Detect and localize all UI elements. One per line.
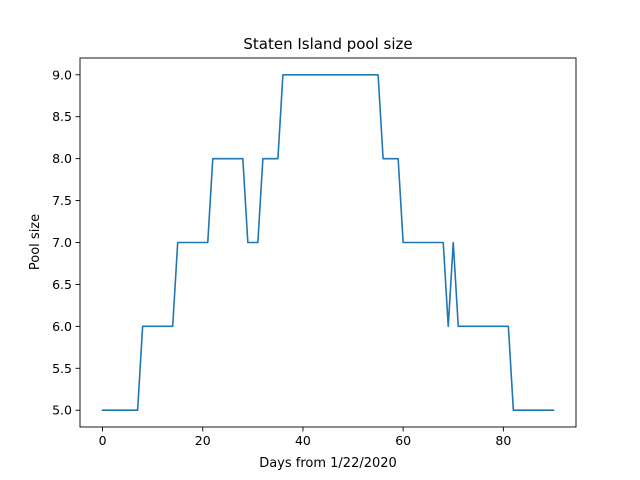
x-tick-label: 20 bbox=[195, 433, 211, 448]
y-tick-label: 7.0 bbox=[52, 235, 72, 250]
x-tick-label: 60 bbox=[395, 433, 411, 448]
y-tick-label: 9.0 bbox=[52, 67, 72, 82]
x-tick-label: 80 bbox=[495, 433, 511, 448]
y-tick-label: 6.0 bbox=[52, 319, 72, 334]
y-tick-label: 5.0 bbox=[52, 403, 72, 418]
series-line-0 bbox=[101, 73, 555, 412]
y-tick-label: 5.5 bbox=[52, 361, 72, 376]
y-tick-label: 6.5 bbox=[52, 277, 72, 292]
y-tick-label: 8.0 bbox=[52, 151, 72, 166]
y-tick-label: 8.5 bbox=[52, 109, 72, 124]
y-axis-ticks: 5.0 5.5 6.0 6.5 7.0 7.5 8.0 8.5 9.0 bbox=[52, 67, 80, 418]
chart-title: Staten Island pool size bbox=[243, 35, 412, 53]
y-tick-label: 7.5 bbox=[52, 193, 72, 208]
x-axis-ticks: 0 20 40 60 80 bbox=[99, 427, 511, 448]
x-tick-label: 0 bbox=[99, 433, 107, 448]
x-tick-label: 40 bbox=[295, 433, 311, 448]
x-axis-label: Days from 1/22/2020 bbox=[259, 456, 397, 471]
y-axis-label: Pool size bbox=[28, 214, 43, 270]
